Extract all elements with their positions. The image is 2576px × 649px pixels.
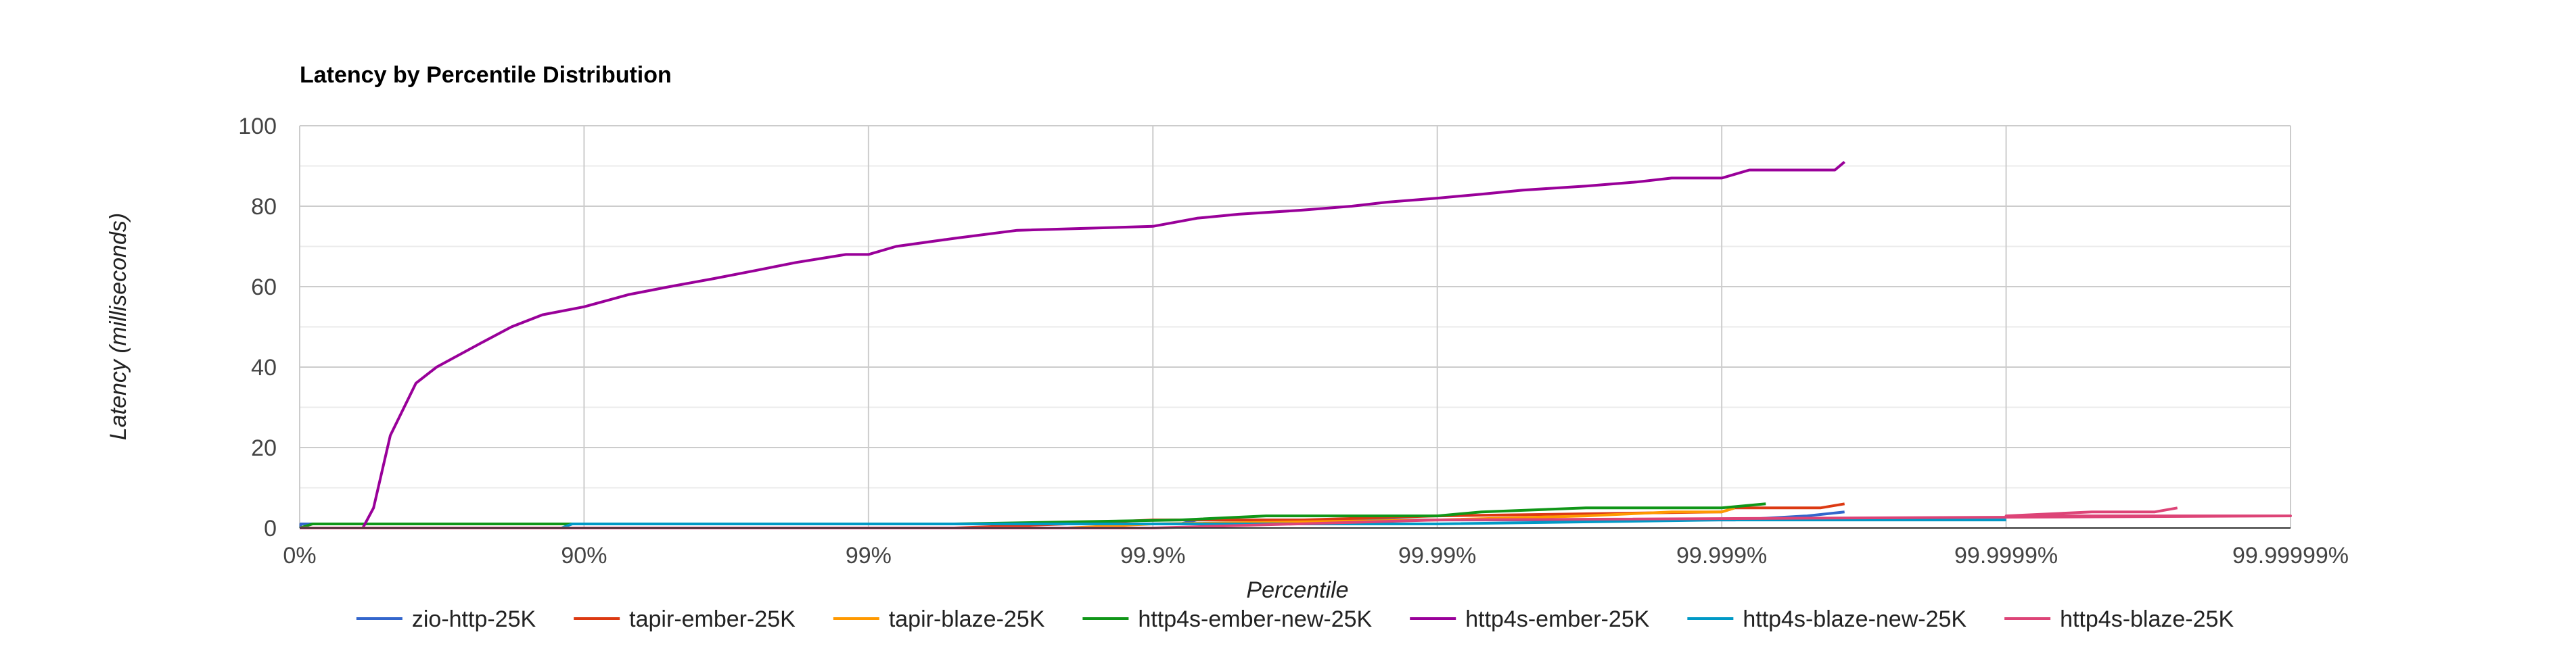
x-tick-label: 99.9%	[1120, 543, 1185, 569]
axes: 0 20 40 60 80 100 0% 90% 99% 99.9% 99.99% 99.999% 99…	[238, 114, 2349, 569]
x-tick-label: 99.99999%	[2232, 543, 2349, 569]
y-tick-label: 100	[238, 114, 277, 139]
x-tick-label: 99.999%	[1676, 543, 1767, 569]
legend-label: tapir-ember-25K	[629, 606, 796, 632]
legend-label: zio-http-25K	[412, 606, 536, 632]
legend-label: http4s-ember-new-25K	[1138, 606, 1372, 632]
series-line-tapir-ember-25K	[300, 502, 1845, 529]
legend-label: http4s-blaze-25K	[2060, 606, 2234, 632]
x-tick-label: 0%	[283, 543, 316, 569]
y-tick-label: 0	[264, 516, 277, 542]
series-line-http4s-ember-25K	[300, 160, 1845, 529]
series-line-http4s-blaze-25K	[300, 506, 2292, 529]
x-tick-label: 99.9999%	[1954, 543, 2058, 569]
x-tick-label: 99.99%	[1398, 543, 1476, 569]
legend-label: http4s-blaze-new-25K	[1743, 606, 1967, 632]
y-tick-label: 40	[251, 355, 277, 381]
y-tick-label: 20	[251, 435, 277, 461]
x-axis-title: Percentile	[1246, 577, 1348, 603]
y-tick-label: 80	[251, 194, 277, 220]
legend-label: http4s-ember-25K	[1465, 606, 1649, 632]
x-tick-label: 99%	[846, 543, 892, 569]
grid-lines	[299, 125, 2291, 529]
legend: zio-http-25K tapir-ember-25K tapir-blaze-2…	[356, 606, 2234, 632]
chart-title: Latency by Percentile Distribution	[300, 62, 672, 88]
y-axis-title: Latency (milliseconds)	[106, 213, 131, 440]
legend-label: tapir-blaze-25K	[889, 606, 1045, 632]
y-tick-label: 60	[251, 274, 277, 300]
x-tick-label: 90%	[561, 543, 607, 569]
